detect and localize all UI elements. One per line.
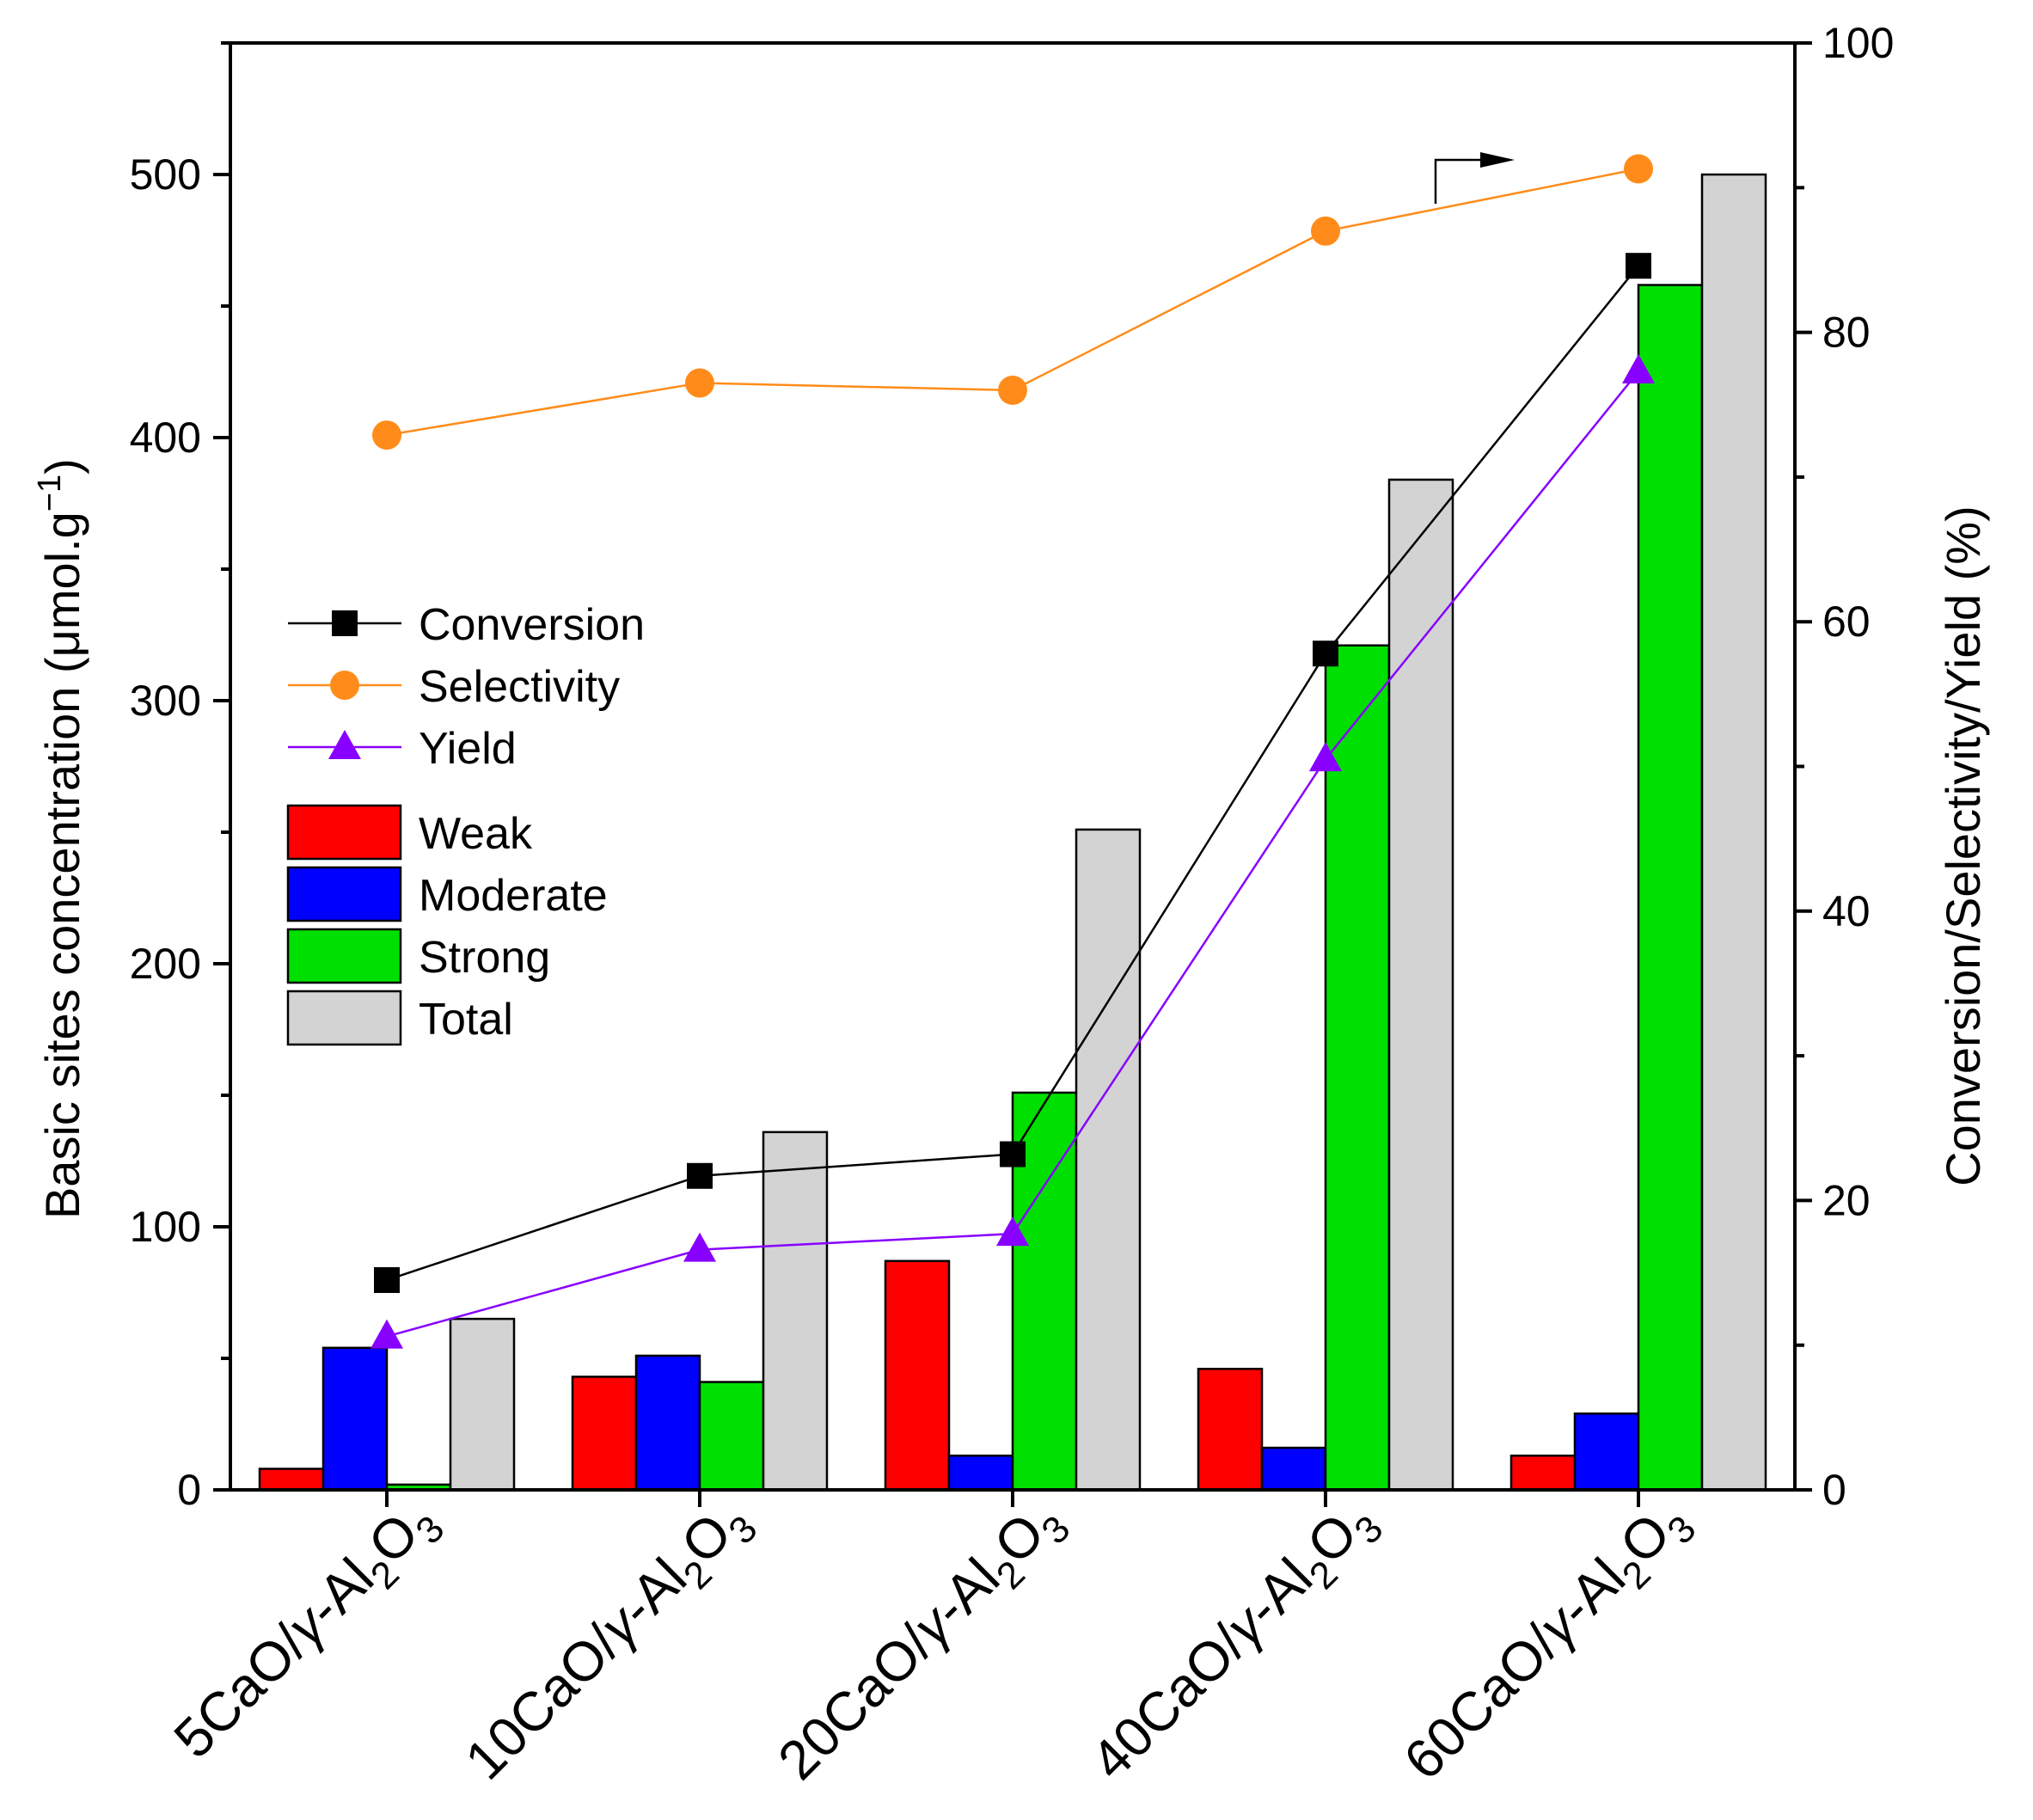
marker-conversion-2: [1000, 1141, 1026, 1167]
marker-yield-3: [1309, 742, 1342, 772]
bar-strong-3: [1324, 644, 1391, 1492]
legend-label-strong: Strong: [419, 933, 550, 983]
marker-yield-0: [370, 1319, 403, 1349]
bar-moderate-3: [1260, 1446, 1327, 1492]
bar-moderate-2: [947, 1454, 1014, 1492]
category-label-1: 10CaO/γ-Al2O3: [453, 1486, 765, 1799]
axes-layer: 0 100 200 300 400 500 0 20 40 60 80 100: [130, 19, 1895, 1514]
bar-strong-4: [1637, 284, 1704, 1492]
legend-label-yield: Yield: [419, 724, 517, 774]
right-axis-title: Conversion/Selectivity/Yield (%): [1936, 506, 1990, 1186]
legend-swatch-total: [286, 990, 402, 1046]
marker-selectivity-4: [1624, 154, 1653, 184]
legend-swatch-moderate: [286, 866, 402, 922]
right-tick-label: 0: [1822, 1466, 1846, 1514]
right-tick-label: 40: [1822, 887, 1871, 935]
left-tick-label: 0: [177, 1466, 201, 1514]
left-tick-label: 300: [130, 677, 201, 725]
bar-weak-2: [884, 1259, 951, 1492]
right-tick-label: 20: [1822, 1176, 1871, 1224]
marker-conversion-3: [1313, 640, 1338, 667]
bars-layer: [258, 173, 1767, 1492]
bar-total-1: [762, 1131, 829, 1492]
marker-conversion-4: [1626, 253, 1651, 279]
marker-selectivity-0: [372, 420, 401, 450]
legend-swatch-weak: [286, 804, 402, 861]
legend-label-weak: Weak: [419, 809, 533, 859]
marker-conversion-0: [374, 1266, 400, 1293]
bar-strong-1: [698, 1381, 765, 1492]
bar-moderate-4: [1573, 1412, 1640, 1492]
bar-moderate-1: [634, 1354, 701, 1492]
right-tick-label: 60: [1822, 597, 1871, 646]
right-axis-arrow: [1434, 158, 1480, 204]
marker-yield-4: [1622, 354, 1655, 384]
bar-total-2: [1075, 828, 1142, 1492]
lines-layer: [370, 152, 1655, 1349]
marker-selectivity-1: [685, 368, 714, 398]
right-tick-label: 80: [1822, 309, 1871, 357]
category-label-4: 60CaO/γ-Al2O3: [1392, 1486, 1704, 1799]
marker-yield-2: [996, 1216, 1029, 1247]
legend-label-selectivity: Selectivity: [419, 662, 620, 712]
left-tick-label: 500: [130, 150, 201, 199]
legend-marker-yield: [328, 730, 361, 759]
right-tick-label: 100: [1822, 19, 1894, 67]
marker-yield-1: [683, 1232, 716, 1262]
bar-weak-3: [1197, 1367, 1264, 1492]
legend: Conversion Selectivity Yield Weak Moderate St…: [286, 600, 645, 1046]
right-axis-arrowhead: [1480, 152, 1515, 168]
left-tick-label: 200: [130, 940, 201, 988]
left-axis-title: Basic sites concentration (μmol.g−1): [32, 458, 89, 1219]
marker-selectivity-2: [998, 375, 1027, 405]
marker-conversion-1: [687, 1162, 713, 1189]
legend-marker-selectivity: [330, 671, 359, 700]
left-tick-label: 400: [130, 414, 201, 462]
bar-total-4: [1700, 173, 1767, 1492]
left-tick-label: 100: [130, 1203, 201, 1251]
bar-weak-0: [258, 1468, 325, 1492]
category-label-2: 20CaO/γ-Al2O3: [766, 1486, 1078, 1799]
bar-weak-4: [1509, 1454, 1577, 1492]
legend-label-conversion: Conversion: [419, 600, 645, 650]
legend-label-moderate: Moderate: [419, 871, 608, 921]
legend-label-total: Total: [419, 995, 513, 1045]
bar-total-3: [1387, 478, 1454, 1492]
category-label-0: 5CaO/γ-Al2O3: [162, 1486, 452, 1777]
marker-selectivity-3: [1311, 216, 1340, 246]
bar-weak-1: [571, 1376, 638, 1492]
bar-total-0: [449, 1317, 516, 1492]
legend-swatch-strong: [286, 928, 402, 984]
category-label-3: 40CaO/γ-Al2O3: [1079, 1486, 1391, 1799]
legend-marker-conversion: [332, 610, 358, 636]
bar-moderate-0: [321, 1346, 389, 1492]
